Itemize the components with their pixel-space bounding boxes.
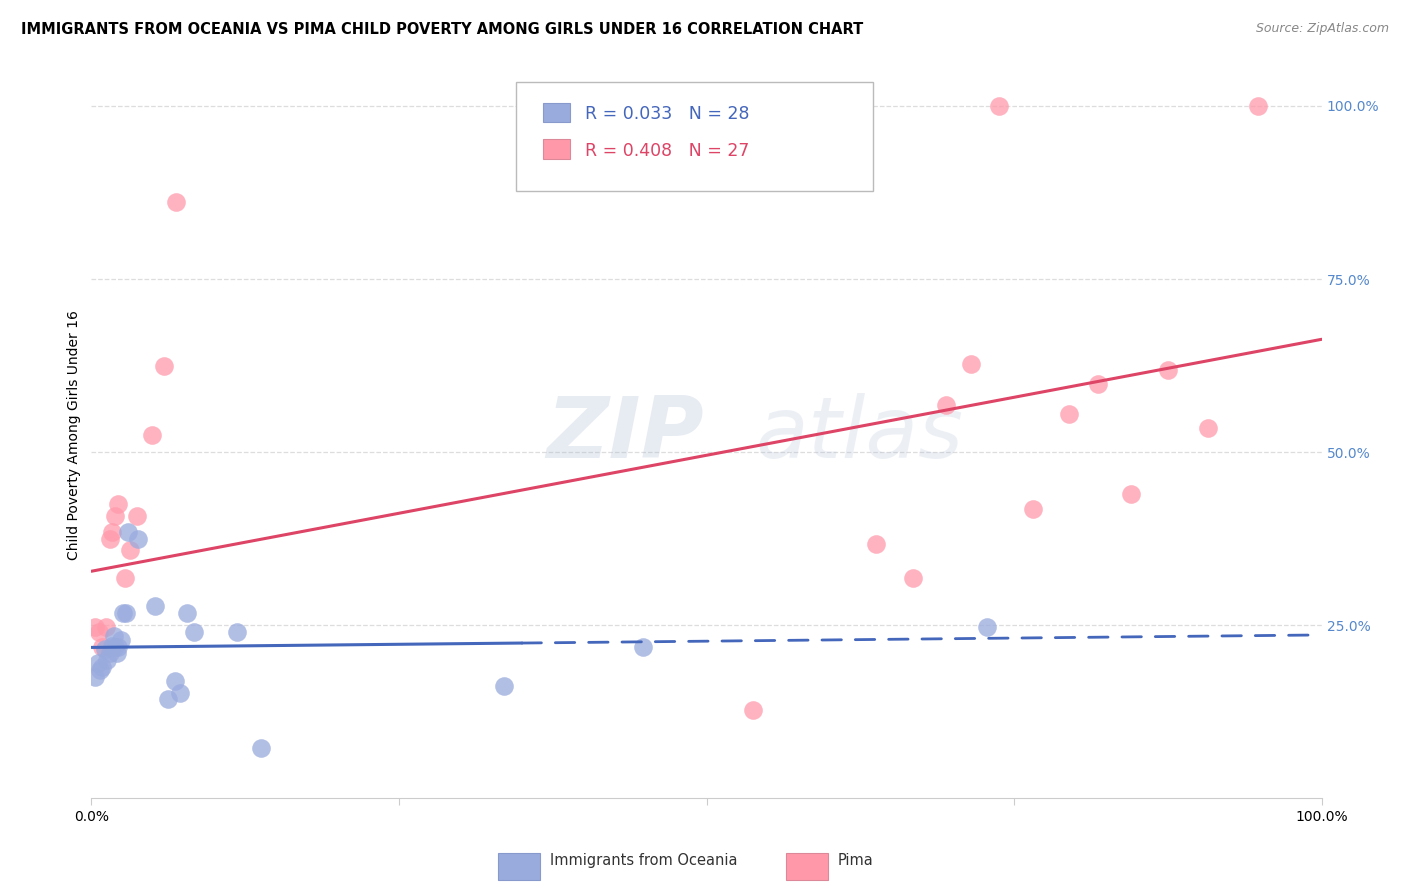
Point [86,657,108,671]
Point [976,620,998,634]
Point [101,639,124,653]
Point [1087,377,1109,392]
Point [125,508,148,523]
Y-axis label: Child Poverty Among Girls Under 16: Child Poverty Among Girls Under 16 [67,310,82,560]
Point [104,640,127,655]
Point [960,357,983,371]
Point [118,543,141,558]
Bar [543,139,569,159]
Point [127,532,149,546]
Point [104,508,127,523]
Point [1119,486,1142,500]
Point [865,536,887,550]
Bar [543,103,569,122]
Point [114,606,138,620]
Text: R = 0.408   N = 27: R = 0.408 N = 27 [585,142,749,160]
Point [163,673,186,688]
Point [153,359,176,373]
Point [103,629,125,643]
Point [84,670,107,684]
Point [631,640,654,655]
Point [1197,421,1219,435]
Point [107,640,129,655]
Point [87,625,110,640]
Point [96,653,118,667]
Point [94,642,117,657]
FancyBboxPatch shape [516,82,873,191]
Point [156,692,179,706]
Text: Source: ZipAtlas.com: Source: ZipAtlas.com [1256,22,1389,36]
Point [1246,99,1268,113]
Text: Pima: Pima [838,854,873,869]
Point [742,703,765,717]
Point [165,194,187,209]
Text: R = 0.033   N = 28: R = 0.033 N = 28 [585,105,749,123]
Point [84,620,107,634]
Point [114,571,136,585]
Point [98,532,121,546]
Point [250,741,273,756]
Point [89,663,111,677]
Point [988,99,1011,113]
Point [492,679,515,693]
Point [117,524,139,539]
Point [935,398,957,412]
Point [1157,363,1180,377]
Point [183,625,205,640]
Point [98,646,121,660]
Point [145,599,166,613]
Point [107,497,129,511]
Point [1059,407,1081,421]
Point [903,571,925,585]
Point [176,606,198,620]
Text: atlas: atlas [756,393,963,476]
Point [91,640,114,655]
Text: ZIP: ZIP [547,393,704,476]
Point [112,606,135,620]
Text: Immigrants from Oceania: Immigrants from Oceania [550,854,737,869]
Point [96,620,117,634]
Point [141,428,163,442]
Point [225,625,247,640]
Point [110,633,132,648]
Point [101,524,124,539]
Point [91,660,114,674]
Point [105,646,128,660]
Point [169,686,191,700]
Text: IMMIGRANTS FROM OCEANIA VS PIMA CHILD POVERTY AMONG GIRLS UNDER 16 CORRELATION C: IMMIGRANTS FROM OCEANIA VS PIMA CHILD PO… [21,22,863,37]
Point [1021,502,1043,516]
